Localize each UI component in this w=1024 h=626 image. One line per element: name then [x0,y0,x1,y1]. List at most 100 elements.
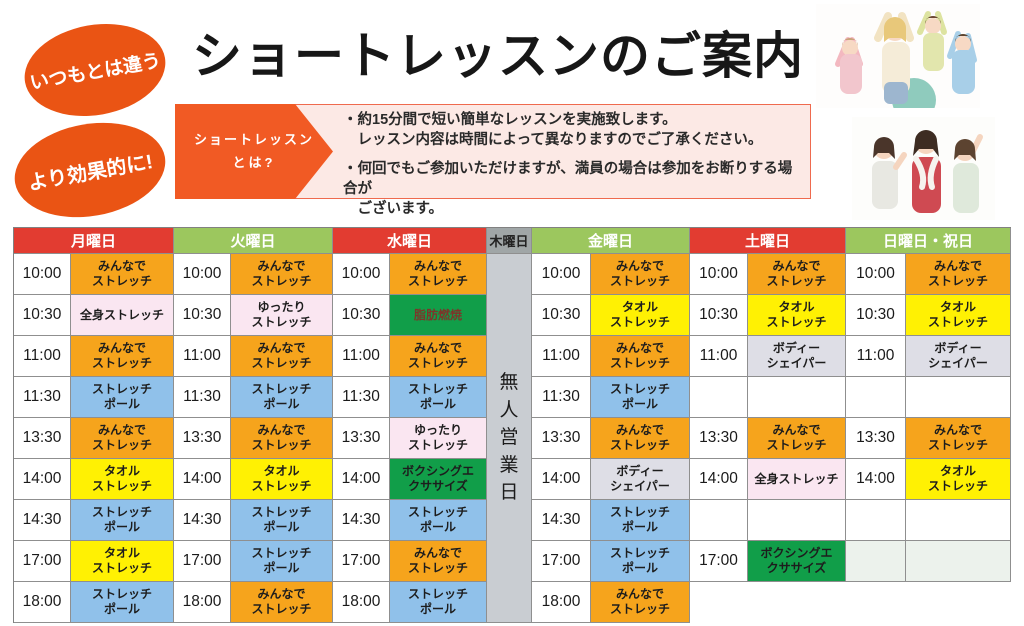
time-cell: 14:30 [532,500,591,541]
time-cell: 17:00 [690,541,748,582]
time-cell: 11:30 [14,377,71,418]
time-cell: 10:00 [690,254,748,295]
badge-different-from-usual: いつもとは違う [17,13,173,127]
lesson-cell: タオル ストレッチ [231,459,333,500]
lesson-cell: ボクシングエ クササイズ [748,541,846,582]
time-cell: 18:00 [333,582,390,623]
time-cell: 10:30 [174,295,231,336]
day-header: 土曜日 [690,228,846,254]
lesson-cell: ストレッチ ポール [591,377,690,418]
lesson-cell: タオル ストレッチ [591,295,690,336]
time-cell: 14:30 [14,500,71,541]
lesson-cell: みんなで ストレッチ [390,254,487,295]
lesson-cell: みんなで ストレッチ [231,582,333,623]
time-cell: 14:00 [174,459,231,500]
towel-group-illustration [852,117,995,220]
badge-more-effective: より効果的に! [7,111,173,229]
closed-day-column: 無 人 営 業 日 [487,254,532,623]
lesson-cell: みんなで ストレッチ [231,336,333,377]
time-cell: 10:00 [333,254,390,295]
lesson-cell: ボディー シェイパー [748,336,846,377]
time-cell: 18:00 [532,582,591,623]
time-cell [846,377,906,418]
time-cell: 17:00 [532,541,591,582]
time-cell: 11:00 [174,336,231,377]
lesson-cell: みんなで ストレッチ [906,254,1011,295]
lesson-cell: ストレッチ ポール [71,582,174,623]
time-cell: 10:30 [532,295,591,336]
time-cell: 13:30 [14,418,71,459]
lesson-cell: みんなで ストレッチ [390,336,487,377]
time-cell: 10:30 [690,295,748,336]
lesson-cell: ストレッチ ポール [390,582,487,623]
lesson-cell: ストレッチ ポール [591,541,690,582]
arrow-label-line2: とは? [232,154,276,170]
info-bullet: ・約15分間で短い簡単なレッスンを実施致します。 レッスン内容は時間によって異な… [343,112,763,148]
lesson-cell [906,500,1011,541]
badge-label: いつもとは違う [28,50,163,94]
arrow-label-line1: ショートレッスン [193,132,314,148]
time-cell: 11:00 [846,336,906,377]
time-cell: 14:30 [174,500,231,541]
day-header: 火曜日 [174,228,333,254]
day-header-thursday: 木曜日 [487,228,532,254]
time-cell: 11:00 [690,336,748,377]
towel-group-photo [852,117,995,220]
time-cell: 18:00 [174,582,231,623]
time-cell: 14:30 [333,500,390,541]
lesson-cell: みんなで ストレッチ [71,418,174,459]
lesson-cell: 全身ストレッチ [748,459,846,500]
lesson-cell [748,377,846,418]
time-cell: 14:00 [846,459,906,500]
lesson-cell: みんなで ストレッチ [231,254,333,295]
time-cell: 17:00 [14,541,71,582]
lesson-cell: ストレッチ ポール [71,377,174,418]
lesson-cell: ストレッチ ポール [231,500,333,541]
lesson-cell: タオル ストレッチ [71,459,174,500]
what-is-short-lesson-arrow-label: ショートレッスン とは? [175,104,333,199]
info-box: ショートレッスン とは? ・約15分間で短い簡単なレッスンを実施致します。 レッ… [175,104,811,217]
time-cell: 13:30 [532,418,591,459]
time-cell: 11:00 [14,336,71,377]
time-cell: 14:00 [690,459,748,500]
lesson-cell: ストレッチ ポール [231,377,333,418]
lesson-cell: ゆったり ストレッチ [231,295,333,336]
lesson-cell: みんなで ストレッチ [906,418,1011,459]
time-cell: 14:00 [532,459,591,500]
time-cell: 17:00 [333,541,390,582]
lesson-cell: タオル ストレッチ [906,295,1011,336]
time-cell: 13:30 [333,418,390,459]
lesson-cell: ストレッチ ポール [71,500,174,541]
stretching-group-photo [816,4,980,122]
lesson-cell: ボディー シェイパー [906,336,1011,377]
info-bullets: ・約15分間で短い簡単なレッスンを実施致します。 レッスン内容は時間によって異な… [343,110,803,228]
lesson-cell [906,541,1011,582]
lesson-cell: ボディー シェイパー [591,459,690,500]
time-cell: 10:00 [846,254,906,295]
page-title: ショートレッスンのご案内 [192,28,804,84]
time-cell: 10:30 [846,295,906,336]
lesson-cell: ボクシングエ クササイズ [390,459,487,500]
lesson-cell: ストレッチ ポール [231,541,333,582]
time-cell: 17:00 [174,541,231,582]
day-header: 金曜日 [532,228,690,254]
lesson-cell: みんなで ストレッチ [71,336,174,377]
lesson-cell: みんなで ストレッチ [591,582,690,623]
day-header: 月曜日 [14,228,174,254]
lesson-cell: ストレッチ ポール [390,500,487,541]
lesson-cell: 全身ストレッチ [71,295,174,336]
lesson-cell: みんなで ストレッチ [231,418,333,459]
lesson-cell: ゆったり ストレッチ [390,418,487,459]
stretching-group-illustration [816,4,980,122]
time-cell [846,500,906,541]
lesson-cell: ストレッチ ポール [591,500,690,541]
time-cell [690,500,748,541]
time-cell: 11:30 [174,377,231,418]
time-cell: 14:00 [14,459,71,500]
weekly-schedule-table: 月曜日 10:00 みんなで ストレッチ 10:30 全身ストレッチ 11:00 みんなで … [13,227,1011,623]
day-header: 日曜日・祝日 [846,228,1011,254]
info-bullet: ・何回でもご参加いただけますが、満員の場合は参加をお断りする場合が ございます。 [343,161,793,217]
time-cell: 10:00 [14,254,71,295]
lesson-cell: タオル ストレッチ [906,459,1011,500]
